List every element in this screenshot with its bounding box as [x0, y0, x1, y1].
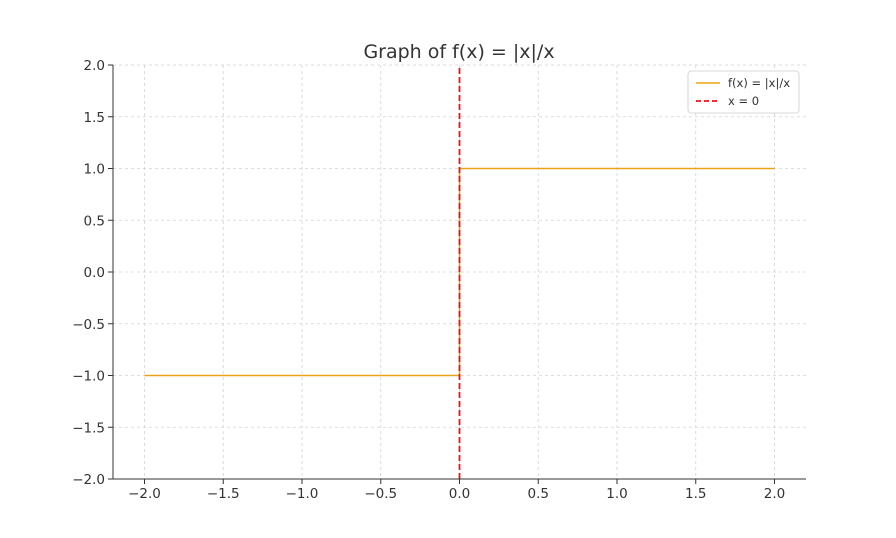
- y-tick-label: −2.0: [72, 472, 105, 488]
- legend-box: [687, 70, 800, 114]
- x-tick-label: 2.0: [764, 486, 785, 502]
- x-tick-label: −1.5: [207, 486, 240, 502]
- y-tick-label: 2.0: [84, 58, 105, 74]
- y-tick-label: 1.0: [84, 162, 105, 178]
- y-tick-label: 1.5: [84, 110, 105, 126]
- x-tick-label: −2.0: [128, 486, 161, 502]
- y-tick-label: 0.0: [84, 265, 105, 281]
- x-tick-label: 0.5: [528, 486, 549, 502]
- chart-title: Graph of f(x) = |x|/x: [363, 41, 554, 63]
- legend-label-0: f(x) = |x|/x: [728, 76, 790, 90]
- x-tick-label: −1.0: [286, 486, 319, 502]
- y-tick-label: −1.5: [72, 420, 105, 436]
- x-tick-label: 0.0: [449, 486, 470, 502]
- legend: f(x) = |x|/x x = 0: [687, 70, 800, 114]
- plot-series: [144, 65, 775, 479]
- axes: −2.0 −1.5 −1.0 −0.5 0.0 0.5 1.0 1.5 2.0 −2.0 −1.5 −…: [72, 58, 806, 502]
- x-tick-label: 1.5: [685, 486, 706, 502]
- y-tick-label: 0.5: [84, 213, 105, 229]
- legend-label-1: x = 0: [728, 94, 759, 108]
- y-tick-label: −1.0: [72, 369, 105, 385]
- x-tick-label: 1.0: [606, 486, 627, 502]
- y-tick-label: −0.5: [72, 317, 105, 333]
- x-tick-label: −0.5: [364, 486, 397, 502]
